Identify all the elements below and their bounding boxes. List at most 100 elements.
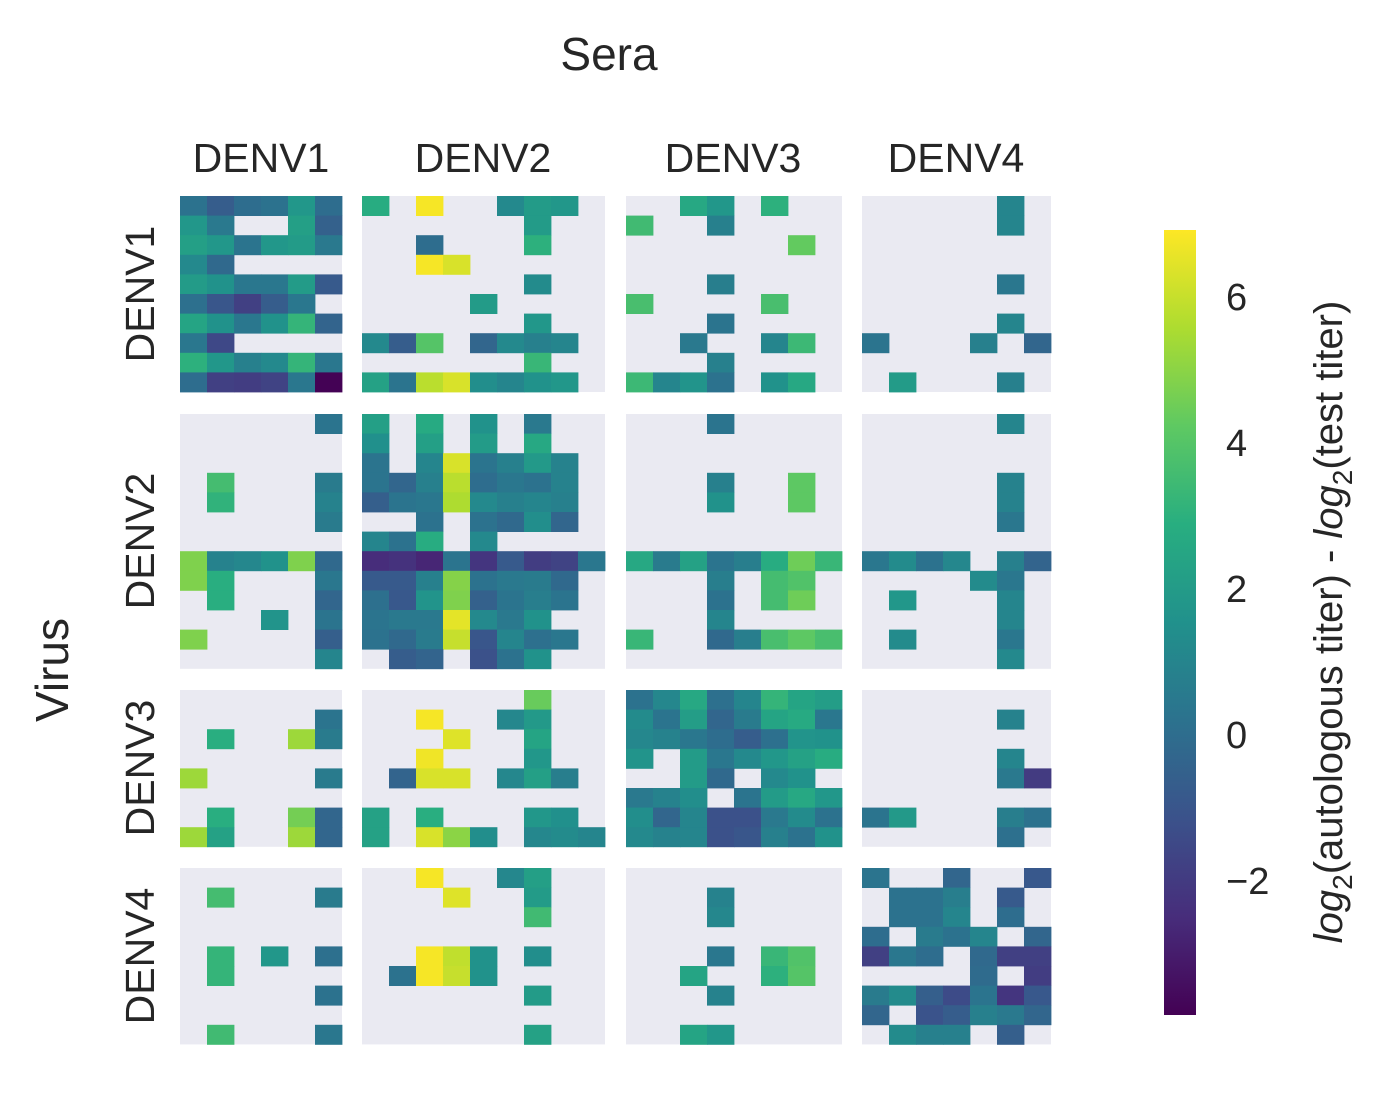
heatmap-cell: [315, 946, 343, 967]
heatmap-cell: [416, 629, 444, 650]
y-axis-label: Virus: [26, 618, 78, 722]
heatmap-cell: [389, 966, 417, 986]
colorbar-label: log2(autologous titer) - log2(test titer…: [1307, 301, 1358, 944]
heatmap-cell: [207, 313, 235, 334]
heatmap-cell: [207, 551, 235, 572]
heatmap-cell: [389, 610, 417, 630]
heatmap-cell: [234, 274, 262, 295]
heatmap-cell: [362, 414, 390, 434]
heatmap-cell: [997, 590, 1025, 611]
heatmap-cell: [916, 946, 944, 967]
heatmap-cell: [1024, 868, 1052, 888]
heatmap-cell: [362, 531, 390, 552]
heatmap-cell: [315, 274, 343, 295]
heatmap-cell: [862, 807, 890, 828]
heatmap-cell: [315, 196, 343, 216]
heatmap-cell: [362, 590, 390, 611]
heatmap-cell: [889, 807, 917, 828]
heatmap-cell: [524, 313, 552, 334]
heatmap-cell: [862, 551, 890, 572]
heatmap-cell: [734, 729, 762, 750]
heatmap-cell: [261, 352, 289, 373]
heatmap-cell: [788, 768, 816, 789]
heatmap-cell: [889, 985, 917, 1006]
heatmap-cell: [997, 748, 1025, 769]
heatmap-cell: [416, 333, 444, 354]
heatmap-cell: [788, 807, 816, 828]
heatmap-cell: [551, 768, 579, 789]
heatmap-cell: [889, 590, 917, 611]
panel-virus-denv1-sera-denv3: [626, 196, 842, 393]
heatmap-cell: [389, 472, 417, 493]
heatmap-cell: [997, 649, 1025, 670]
heatmap-cell: [626, 294, 654, 314]
heatmap-cell: [315, 807, 343, 828]
heatmap-cell: [470, 433, 498, 454]
col-group-label-denv2: DENV2: [415, 135, 552, 181]
heatmap-cell: [416, 827, 444, 848]
heatmap-cell: [524, 372, 552, 393]
heatmap-cell: [315, 1024, 343, 1045]
heatmap-cell: [889, 907, 917, 928]
heatmap-cell: [707, 215, 735, 236]
heatmap-cell: [288, 274, 316, 295]
heatmap-cell: [997, 215, 1025, 236]
heatmap-cell: [916, 887, 944, 908]
heatmap-cell: [997, 629, 1025, 650]
heatmap-cell: [680, 807, 708, 828]
heatmap-cell: [261, 372, 289, 393]
panel-virus-denv4-sera-denv3: [626, 868, 842, 1045]
heatmap-cell: [416, 372, 444, 393]
heatmap-cell: [788, 492, 816, 513]
heatmap-cell: [497, 196, 525, 216]
heatmap-cell: [180, 235, 208, 256]
heatmap-cell: [497, 492, 525, 513]
heatmap-cell: [761, 768, 789, 789]
heatmap-cell: [416, 492, 444, 513]
heatmap-cell: [470, 827, 498, 848]
heatmap-cell: [443, 966, 471, 986]
heatmap-cell: [788, 827, 816, 848]
heatmap-cell: [443, 453, 471, 474]
heatmap-cell: [180, 313, 208, 334]
heatmap-cell: [943, 868, 971, 888]
heatmap-cell: [653, 372, 681, 393]
heatmap-cell: [443, 827, 471, 848]
heatmap-cell: [416, 610, 444, 630]
heatmap-cell: [761, 807, 789, 828]
heatmap-cell: [653, 807, 681, 828]
heatmap-cell: [707, 313, 735, 334]
heatmap-cell: [680, 690, 708, 710]
heatmap-cell: [626, 215, 654, 236]
heatmap-cell: [470, 590, 498, 611]
heatmap-cell: [815, 629, 843, 650]
colorbar-tick-label: 2: [1226, 569, 1247, 611]
heatmap-cell: [916, 985, 944, 1006]
heatmap-cell: [1024, 1005, 1052, 1026]
heatmap-cell: [315, 235, 343, 256]
heatmap-cell: [524, 433, 552, 454]
heatmap-cell: [362, 570, 390, 591]
heatmap-cell: [524, 472, 552, 493]
heatmap-cell: [315, 768, 343, 789]
heatmap-cell: [362, 372, 390, 393]
panel-virus-denv2-sera-denv2: [362, 414, 606, 670]
heatmap-cell: [470, 472, 498, 493]
heatmap-cell: [416, 590, 444, 611]
heatmap-cell: [416, 254, 444, 275]
heatmap-cell: [680, 196, 708, 216]
heatmap-cell: [815, 551, 843, 572]
heatmap-cell: [470, 414, 498, 434]
heatmap-cell: [916, 551, 944, 572]
heatmap-cell: [788, 570, 816, 591]
heatmap-cell: [416, 868, 444, 888]
heatmap-cell: [443, 492, 471, 513]
heatmap-cell: [943, 907, 971, 928]
panel-virus-denv2-sera-denv4: [862, 414, 1052, 670]
heatmap-cell: [707, 590, 735, 611]
colorbar-label-part: (autologous titer) -: [1307, 539, 1351, 875]
heatmap-cell: [288, 807, 316, 828]
heatmap-cell: [470, 649, 498, 670]
heatmap-cell: [761, 551, 789, 572]
heatmap-cell: [416, 414, 444, 434]
